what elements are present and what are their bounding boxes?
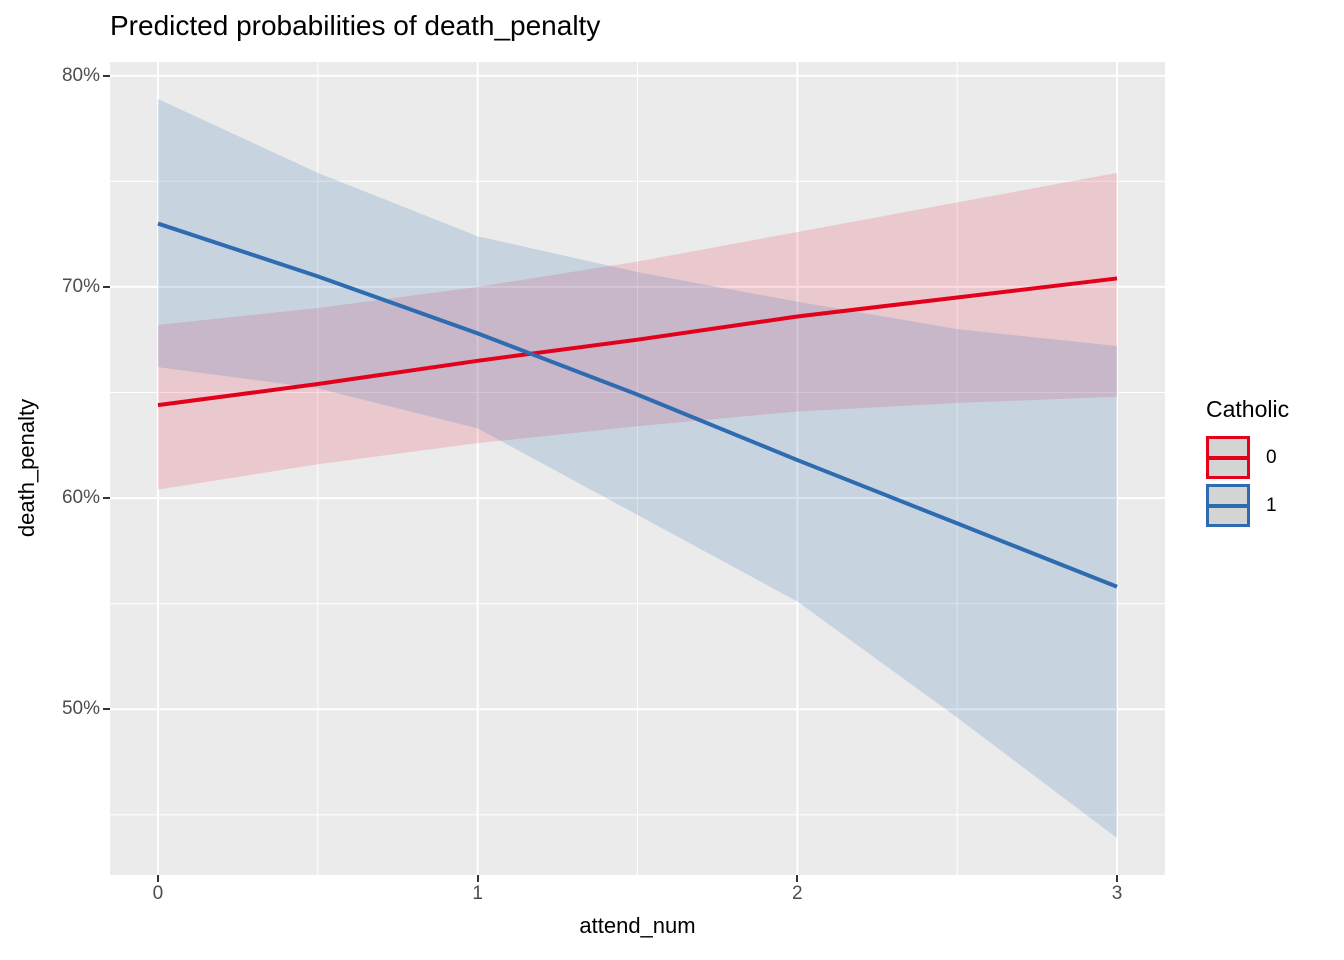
x-tick-label: 1 (472, 883, 483, 904)
legend-key-line-icon (1209, 503, 1247, 508)
fit-line-1 (157, 221, 1118, 589)
x-tick-mark (156, 875, 159, 882)
chart-svg (110, 62, 1165, 875)
legend-label: 1 (1266, 494, 1277, 516)
ci-ribbon-0 (157, 172, 1118, 490)
y-axis-title: death_penalty (14, 398, 39, 538)
y-tick-label: 50% (61, 698, 100, 720)
fit-line-0 (157, 276, 1118, 408)
y-tick-label: 60% (61, 487, 100, 509)
legend-key (1206, 436, 1250, 479)
y-tick-mark (103, 285, 110, 288)
ci-ribbon-1 (157, 98, 1118, 839)
x-tick-mark (1116, 875, 1119, 882)
plot-title: Predicted probabilities of death_penalty (110, 10, 601, 41)
y-tick-label: 70% (61, 275, 100, 297)
legend-item: 1 (1206, 484, 1289, 527)
y-tick-mark (103, 74, 110, 77)
legend-key (1206, 484, 1250, 527)
x-tick-mark (476, 875, 479, 882)
y-tick-label: 80% (61, 64, 100, 86)
chart-panel (110, 62, 1165, 875)
y-tick-mark (103, 497, 110, 500)
x-tick-label: 3 (1111, 883, 1123, 904)
legend-label: 0 (1266, 446, 1277, 468)
legend-item: 0 (1206, 436, 1289, 479)
x-tick-label: 2 (792, 883, 803, 904)
legend-title: Catholic (1206, 396, 1290, 422)
legend-key-line-icon (1209, 455, 1247, 460)
x-tick-label: 0 (152, 883, 164, 904)
y-tick-mark (103, 708, 110, 711)
x-axis-title: attend_num (579, 913, 696, 938)
x-tick-mark (796, 875, 799, 882)
